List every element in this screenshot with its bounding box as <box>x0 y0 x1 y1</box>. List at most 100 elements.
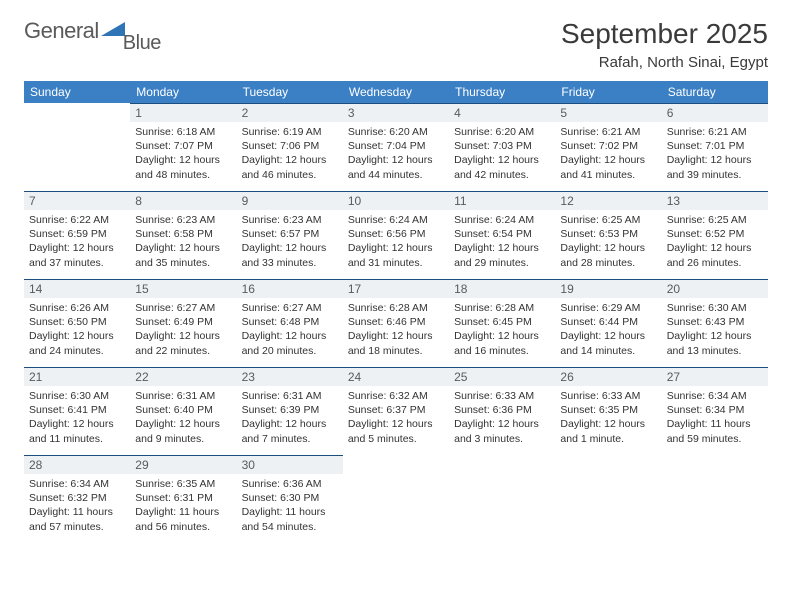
calendar-day-cell: 19Sunrise: 6:29 AMSunset: 6:44 PMDayligh… <box>555 279 661 367</box>
day-number: 27 <box>662 367 768 386</box>
calendar-day-cell: 5Sunrise: 6:21 AMSunset: 7:02 PMDaylight… <box>555 103 661 191</box>
day-details: Sunrise: 6:26 AMSunset: 6:50 PMDaylight:… <box>24 298 130 363</box>
calendar-day-cell: 22Sunrise: 6:31 AMSunset: 6:40 PMDayligh… <box>130 367 236 455</box>
day-number: 13 <box>662 191 768 210</box>
logo: General Blue <box>24 18 165 44</box>
calendar-empty-cell <box>449 455 555 543</box>
day-number: 29 <box>130 455 236 474</box>
month-title: September 2025 <box>561 18 768 50</box>
day-number: 6 <box>662 103 768 122</box>
calendar-week-row: 7Sunrise: 6:22 AMSunset: 6:59 PMDaylight… <box>24 191 768 279</box>
logo-text-2: Blue <box>123 32 161 55</box>
calendar-empty-cell <box>555 455 661 543</box>
calendar-week-row: 14Sunrise: 6:26 AMSunset: 6:50 PMDayligh… <box>24 279 768 367</box>
day-number: 7 <box>24 191 130 210</box>
calendar-day-cell: 3Sunrise: 6:20 AMSunset: 7:04 PMDaylight… <box>343 103 449 191</box>
day-details: Sunrise: 6:31 AMSunset: 6:39 PMDaylight:… <box>237 386 343 451</box>
calendar-day-cell: 12Sunrise: 6:25 AMSunset: 6:53 PMDayligh… <box>555 191 661 279</box>
day-details: Sunrise: 6:28 AMSunset: 6:45 PMDaylight:… <box>449 298 555 363</box>
day-number: 24 <box>343 367 449 386</box>
day-number: 2 <box>237 103 343 122</box>
weekday-header: Friday <box>555 81 661 103</box>
calendar-week-row: 21Sunrise: 6:30 AMSunset: 6:41 PMDayligh… <box>24 367 768 455</box>
day-details: Sunrise: 6:21 AMSunset: 7:01 PMDaylight:… <box>662 122 768 187</box>
day-number: 28 <box>24 455 130 474</box>
day-number: 18 <box>449 279 555 298</box>
day-number: 12 <box>555 191 661 210</box>
day-number: 22 <box>130 367 236 386</box>
calendar-day-cell: 29Sunrise: 6:35 AMSunset: 6:31 PMDayligh… <box>130 455 236 543</box>
day-details: Sunrise: 6:34 AMSunset: 6:34 PMDaylight:… <box>662 386 768 451</box>
calendar-day-cell: 13Sunrise: 6:25 AMSunset: 6:52 PMDayligh… <box>662 191 768 279</box>
day-number: 16 <box>237 279 343 298</box>
calendar-day-cell: 16Sunrise: 6:27 AMSunset: 6:48 PMDayligh… <box>237 279 343 367</box>
calendar-day-cell: 8Sunrise: 6:23 AMSunset: 6:58 PMDaylight… <box>130 191 236 279</box>
calendar-day-cell: 18Sunrise: 6:28 AMSunset: 6:45 PMDayligh… <box>449 279 555 367</box>
calendar-day-cell: 14Sunrise: 6:26 AMSunset: 6:50 PMDayligh… <box>24 279 130 367</box>
day-number: 4 <box>449 103 555 122</box>
day-details: Sunrise: 6:27 AMSunset: 6:48 PMDaylight:… <box>237 298 343 363</box>
calendar-week-row: 1Sunrise: 6:18 AMSunset: 7:07 PMDaylight… <box>24 103 768 191</box>
header: General Blue September 2025 Rafah, North… <box>24 18 768 71</box>
calendar-day-cell: 6Sunrise: 6:21 AMSunset: 7:01 PMDaylight… <box>662 103 768 191</box>
day-details: Sunrise: 6:31 AMSunset: 6:40 PMDaylight:… <box>130 386 236 451</box>
day-details: Sunrise: 6:23 AMSunset: 6:58 PMDaylight:… <box>130 210 236 275</box>
calendar-day-cell: 30Sunrise: 6:36 AMSunset: 6:30 PMDayligh… <box>237 455 343 543</box>
calendar-empty-cell <box>343 455 449 543</box>
calendar-week-row: 28Sunrise: 6:34 AMSunset: 6:32 PMDayligh… <box>24 455 768 543</box>
day-number: 8 <box>130 191 236 210</box>
location: Rafah, North Sinai, Egypt <box>561 54 768 71</box>
calendar-empty-cell <box>24 103 130 191</box>
day-number: 17 <box>343 279 449 298</box>
calendar-day-cell: 27Sunrise: 6:34 AMSunset: 6:34 PMDayligh… <box>662 367 768 455</box>
calendar-day-cell: 1Sunrise: 6:18 AMSunset: 7:07 PMDaylight… <box>130 103 236 191</box>
day-details: Sunrise: 6:28 AMSunset: 6:46 PMDaylight:… <box>343 298 449 363</box>
day-number: 1 <box>130 103 236 122</box>
day-details: Sunrise: 6:33 AMSunset: 6:36 PMDaylight:… <box>449 386 555 451</box>
day-details: Sunrise: 6:24 AMSunset: 6:56 PMDaylight:… <box>343 210 449 275</box>
day-number: 11 <box>449 191 555 210</box>
day-details: Sunrise: 6:35 AMSunset: 6:31 PMDaylight:… <box>130 474 236 539</box>
day-number: 23 <box>237 367 343 386</box>
calendar-page: General Blue September 2025 Rafah, North… <box>0 0 792 561</box>
day-number: 9 <box>237 191 343 210</box>
calendar-day-cell: 2Sunrise: 6:19 AMSunset: 7:06 PMDaylight… <box>237 103 343 191</box>
day-number: 25 <box>449 367 555 386</box>
calendar-table: SundayMondayTuesdayWednesdayThursdayFrid… <box>24 81 768 543</box>
day-number: 10 <box>343 191 449 210</box>
day-details: Sunrise: 6:30 AMSunset: 6:43 PMDaylight:… <box>662 298 768 363</box>
day-details: Sunrise: 6:36 AMSunset: 6:30 PMDaylight:… <box>237 474 343 539</box>
calendar-empty-cell <box>662 455 768 543</box>
calendar-day-cell: 23Sunrise: 6:31 AMSunset: 6:39 PMDayligh… <box>237 367 343 455</box>
logo-triangle-icon <box>101 18 125 44</box>
weekday-header: Wednesday <box>343 81 449 103</box>
calendar-day-cell: 4Sunrise: 6:20 AMSunset: 7:03 PMDaylight… <box>449 103 555 191</box>
day-details: Sunrise: 6:20 AMSunset: 7:04 PMDaylight:… <box>343 122 449 187</box>
calendar-body: 1Sunrise: 6:18 AMSunset: 7:07 PMDaylight… <box>24 103 768 543</box>
day-details: Sunrise: 6:23 AMSunset: 6:57 PMDaylight:… <box>237 210 343 275</box>
day-details: Sunrise: 6:20 AMSunset: 7:03 PMDaylight:… <box>449 122 555 187</box>
calendar-day-cell: 21Sunrise: 6:30 AMSunset: 6:41 PMDayligh… <box>24 367 130 455</box>
logo-text-1: General <box>24 18 99 44</box>
day-number: 3 <box>343 103 449 122</box>
calendar-day-cell: 9Sunrise: 6:23 AMSunset: 6:57 PMDaylight… <box>237 191 343 279</box>
day-details: Sunrise: 6:33 AMSunset: 6:35 PMDaylight:… <box>555 386 661 451</box>
day-details: Sunrise: 6:27 AMSunset: 6:49 PMDaylight:… <box>130 298 236 363</box>
day-details: Sunrise: 6:25 AMSunset: 6:53 PMDaylight:… <box>555 210 661 275</box>
day-details: Sunrise: 6:25 AMSunset: 6:52 PMDaylight:… <box>662 210 768 275</box>
calendar-day-cell: 7Sunrise: 6:22 AMSunset: 6:59 PMDaylight… <box>24 191 130 279</box>
day-details: Sunrise: 6:24 AMSunset: 6:54 PMDaylight:… <box>449 210 555 275</box>
calendar-day-cell: 24Sunrise: 6:32 AMSunset: 6:37 PMDayligh… <box>343 367 449 455</box>
day-number: 30 <box>237 455 343 474</box>
calendar-day-cell: 15Sunrise: 6:27 AMSunset: 6:49 PMDayligh… <box>130 279 236 367</box>
day-details: Sunrise: 6:34 AMSunset: 6:32 PMDaylight:… <box>24 474 130 539</box>
calendar-day-cell: 17Sunrise: 6:28 AMSunset: 6:46 PMDayligh… <box>343 279 449 367</box>
day-number: 14 <box>24 279 130 298</box>
calendar-day-cell: 28Sunrise: 6:34 AMSunset: 6:32 PMDayligh… <box>24 455 130 543</box>
weekday-header: Sunday <box>24 81 130 103</box>
day-details: Sunrise: 6:32 AMSunset: 6:37 PMDaylight:… <box>343 386 449 451</box>
day-details: Sunrise: 6:19 AMSunset: 7:06 PMDaylight:… <box>237 122 343 187</box>
day-details: Sunrise: 6:22 AMSunset: 6:59 PMDaylight:… <box>24 210 130 275</box>
day-details: Sunrise: 6:21 AMSunset: 7:02 PMDaylight:… <box>555 122 661 187</box>
day-details: Sunrise: 6:29 AMSunset: 6:44 PMDaylight:… <box>555 298 661 363</box>
